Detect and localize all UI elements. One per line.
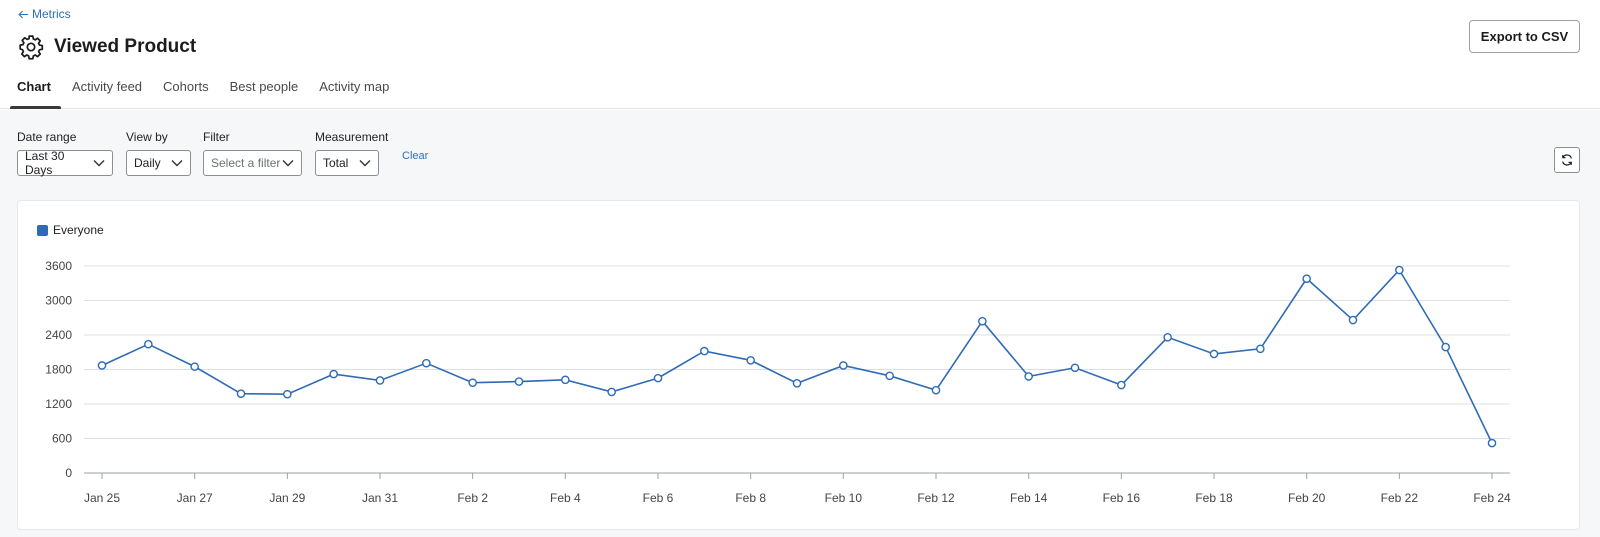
tab-cohorts[interactable]: Cohorts [163,79,209,94]
data-point [792,378,802,388]
arrow-left-icon [18,10,29,18]
data-point [1024,372,1033,381]
data-point [468,378,477,388]
line-chart: 0 600 1200 1800 2400 3000 3600 Jan 25 Jan 27 Jan … [45,259,1511,505]
tab-bar: Chart Activity feed Cohorts Best people … [10,70,403,109]
chevron-down-icon [359,160,371,167]
x-tick-label: Feb 12 [917,491,955,505]
data-point [1395,265,1404,275]
data-point [746,355,755,365]
measurement-select[interactable]: Total [315,150,379,176]
x-tick-label: Feb 14 [1010,491,1048,505]
chevron-down-icon [171,160,183,167]
back-link-label: Metrics [32,7,71,21]
gear-icon [19,35,44,60]
refresh-icon [1562,154,1572,166]
export-csv-button[interactable]: Export to CSV [1469,20,1580,53]
x-tick-label: Feb 6 [643,491,674,505]
data-point [1348,315,1358,325]
content-area: Date range Last 30 Days View by Daily Fi… [0,110,1600,537]
data-point [1487,438,1497,448]
tab-activity-map[interactable]: Activity map [319,79,390,94]
view-by-filter: View by Daily [126,130,191,176]
date-range-label: Date range [17,130,77,144]
data-point [190,362,199,371]
y-tick-label: 0 [65,466,72,480]
filter-filter: Filter Select a filter [203,130,302,176]
data-point [422,358,431,368]
data-point [978,316,987,326]
filter-label: Filter [203,130,230,144]
data-point [653,373,663,383]
x-tick-label: Jan 27 [177,491,213,505]
data-point [375,376,385,385]
view-by-select[interactable]: Daily [126,150,191,176]
data-point [1070,363,1080,373]
legend-label: Everyone [53,223,104,237]
measurement-value: Total [323,156,349,170]
date-range-filter: Date range Last 30 Days [17,130,113,177]
tab-chart[interactable]: Chart [10,70,61,109]
y-tick-label: 2400 [45,328,72,342]
data-point [561,375,570,385]
x-tick-label: Jan 25 [84,491,120,505]
x-tick-label: Feb 10 [825,491,863,505]
x-tick-label: Feb 24 [1473,491,1511,505]
x-tick-label: Feb 8 [735,491,766,505]
x-tick-label: Feb 4 [550,491,581,505]
data-point [1209,349,1219,359]
tab-activity-feed[interactable]: Activity feed [71,79,143,94]
chart-legend[interactable]: Everyone [37,223,104,237]
data-point [839,361,848,370]
x-tick-label: Feb 22 [1381,491,1419,505]
x-tick-label: Feb 20 [1288,491,1326,505]
page-title-row: Viewed Product [18,34,196,60]
data-point [514,377,524,386]
x-tick-label: Jan 31 [362,491,398,505]
clear-filters-link[interactable]: Clear [402,150,429,162]
date-range-select[interactable]: Last 30 Days [17,149,113,177]
data-point [700,346,709,356]
x-tick-label: Feb 2 [457,491,488,505]
filter-placeholder: Select a filter [211,156,281,170]
page-title: Viewed Product [54,36,197,57]
legend-swatch [37,224,48,236]
back-to-metrics-link[interactable]: Metrics [18,7,71,21]
filter-select[interactable]: Select a filter [203,150,302,176]
chart-card: Everyone 0 600 1200 1800 2400 3000 3600 Jan 25 J… [17,200,1580,530]
data-point [236,389,246,398]
x-tick-label: Feb 18 [1195,491,1233,505]
data-point [1163,332,1172,342]
measurement-label: Measurement [315,130,389,144]
data-point [607,387,616,397]
data-point [97,361,107,370]
y-tick-label: 3000 [45,294,72,308]
data-point [1117,380,1126,390]
tab-best-people[interactable]: Best people [229,79,299,94]
y-tick-label: 1800 [45,363,72,377]
data-point [1256,344,1265,354]
view-by-label: View by [126,130,168,144]
x-tick-label: Feb 16 [1103,491,1141,505]
y-tick-label: 3600 [45,259,72,273]
x-tick-label: Jan 29 [269,491,305,505]
chevron-down-icon [93,160,105,167]
refresh-button[interactable] [1554,147,1580,173]
y-tick-label: 600 [52,432,72,446]
measurement-filter: Measurement Total [315,130,388,176]
view-by-value: Daily [134,156,161,170]
data-point [329,369,338,379]
data-point [144,339,153,349]
date-range-value: Last 30 Days [25,149,65,177]
data-point [283,389,292,399]
data-point [885,371,894,381]
series-line [101,268,1493,444]
y-tick-label: 1200 [45,397,72,411]
data-point [931,385,941,395]
page-header: Metrics Viewed Product Export to CSV Cha… [0,0,1600,109]
data-point [1302,274,1311,283]
chevron-down-icon [282,160,294,167]
data-point [1441,342,1450,352]
